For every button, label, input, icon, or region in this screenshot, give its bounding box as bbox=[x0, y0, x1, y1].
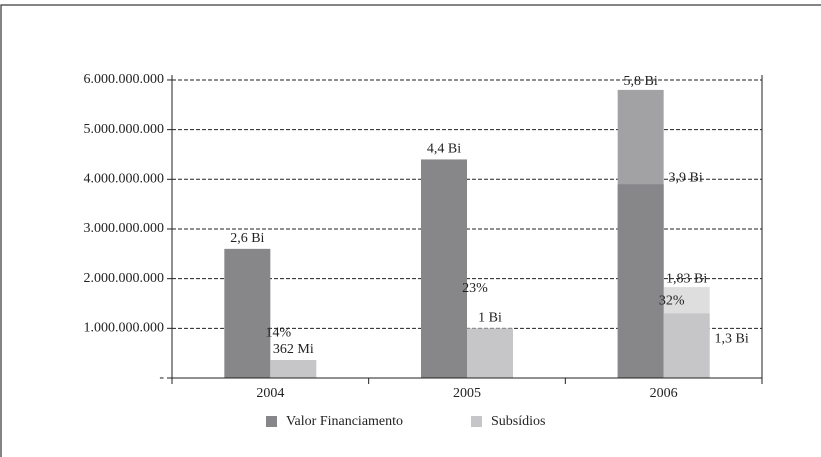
percent-label: 14% bbox=[265, 326, 291, 341]
y-tick-label: 2.000.000.000 bbox=[84, 271, 165, 286]
y-tick-label: 4.000.000.000 bbox=[84, 172, 165, 187]
bar bbox=[617, 184, 664, 378]
frame bbox=[0, 4, 821, 457]
y-tick-label: - bbox=[159, 370, 164, 385]
y-tick-label: 5.000.000.000 bbox=[84, 122, 165, 137]
legend-swatch bbox=[471, 416, 482, 427]
value-label: 1,83 Bi bbox=[666, 271, 707, 286]
bar bbox=[663, 313, 710, 378]
bar bbox=[467, 328, 513, 378]
legend-label: Valor Financiamento bbox=[286, 414, 403, 429]
x-tick-label: 2006 bbox=[650, 386, 678, 401]
value-label: 4,4 Bi bbox=[427, 142, 461, 157]
value-label: 5,8 Bi bbox=[624, 74, 658, 89]
value-label: 1 Bi bbox=[478, 311, 502, 326]
x-tick-label: 2004 bbox=[256, 386, 284, 401]
value-label: 362 Mi bbox=[273, 342, 314, 357]
x-tick-label: 2005 bbox=[453, 386, 481, 401]
percent-label: 23% bbox=[462, 281, 488, 296]
bar bbox=[224, 248, 271, 378]
bar bbox=[270, 360, 317, 378]
value-label: 2,6 Bi bbox=[230, 231, 264, 246]
value-label: 3,9 Bi bbox=[669, 170, 703, 185]
legend-swatch bbox=[266, 416, 277, 427]
y-tick-label: 1.000.000.000 bbox=[84, 321, 165, 336]
legend-label: Subsídios bbox=[491, 414, 545, 429]
y-tick-label: 3.000.000.000 bbox=[84, 221, 165, 236]
value-label: 1,3 Bi bbox=[715, 332, 749, 347]
y-tick-label: 6.000.000.000 bbox=[84, 72, 165, 87]
percent-label: 32% bbox=[659, 293, 685, 308]
bar bbox=[421, 159, 467, 378]
